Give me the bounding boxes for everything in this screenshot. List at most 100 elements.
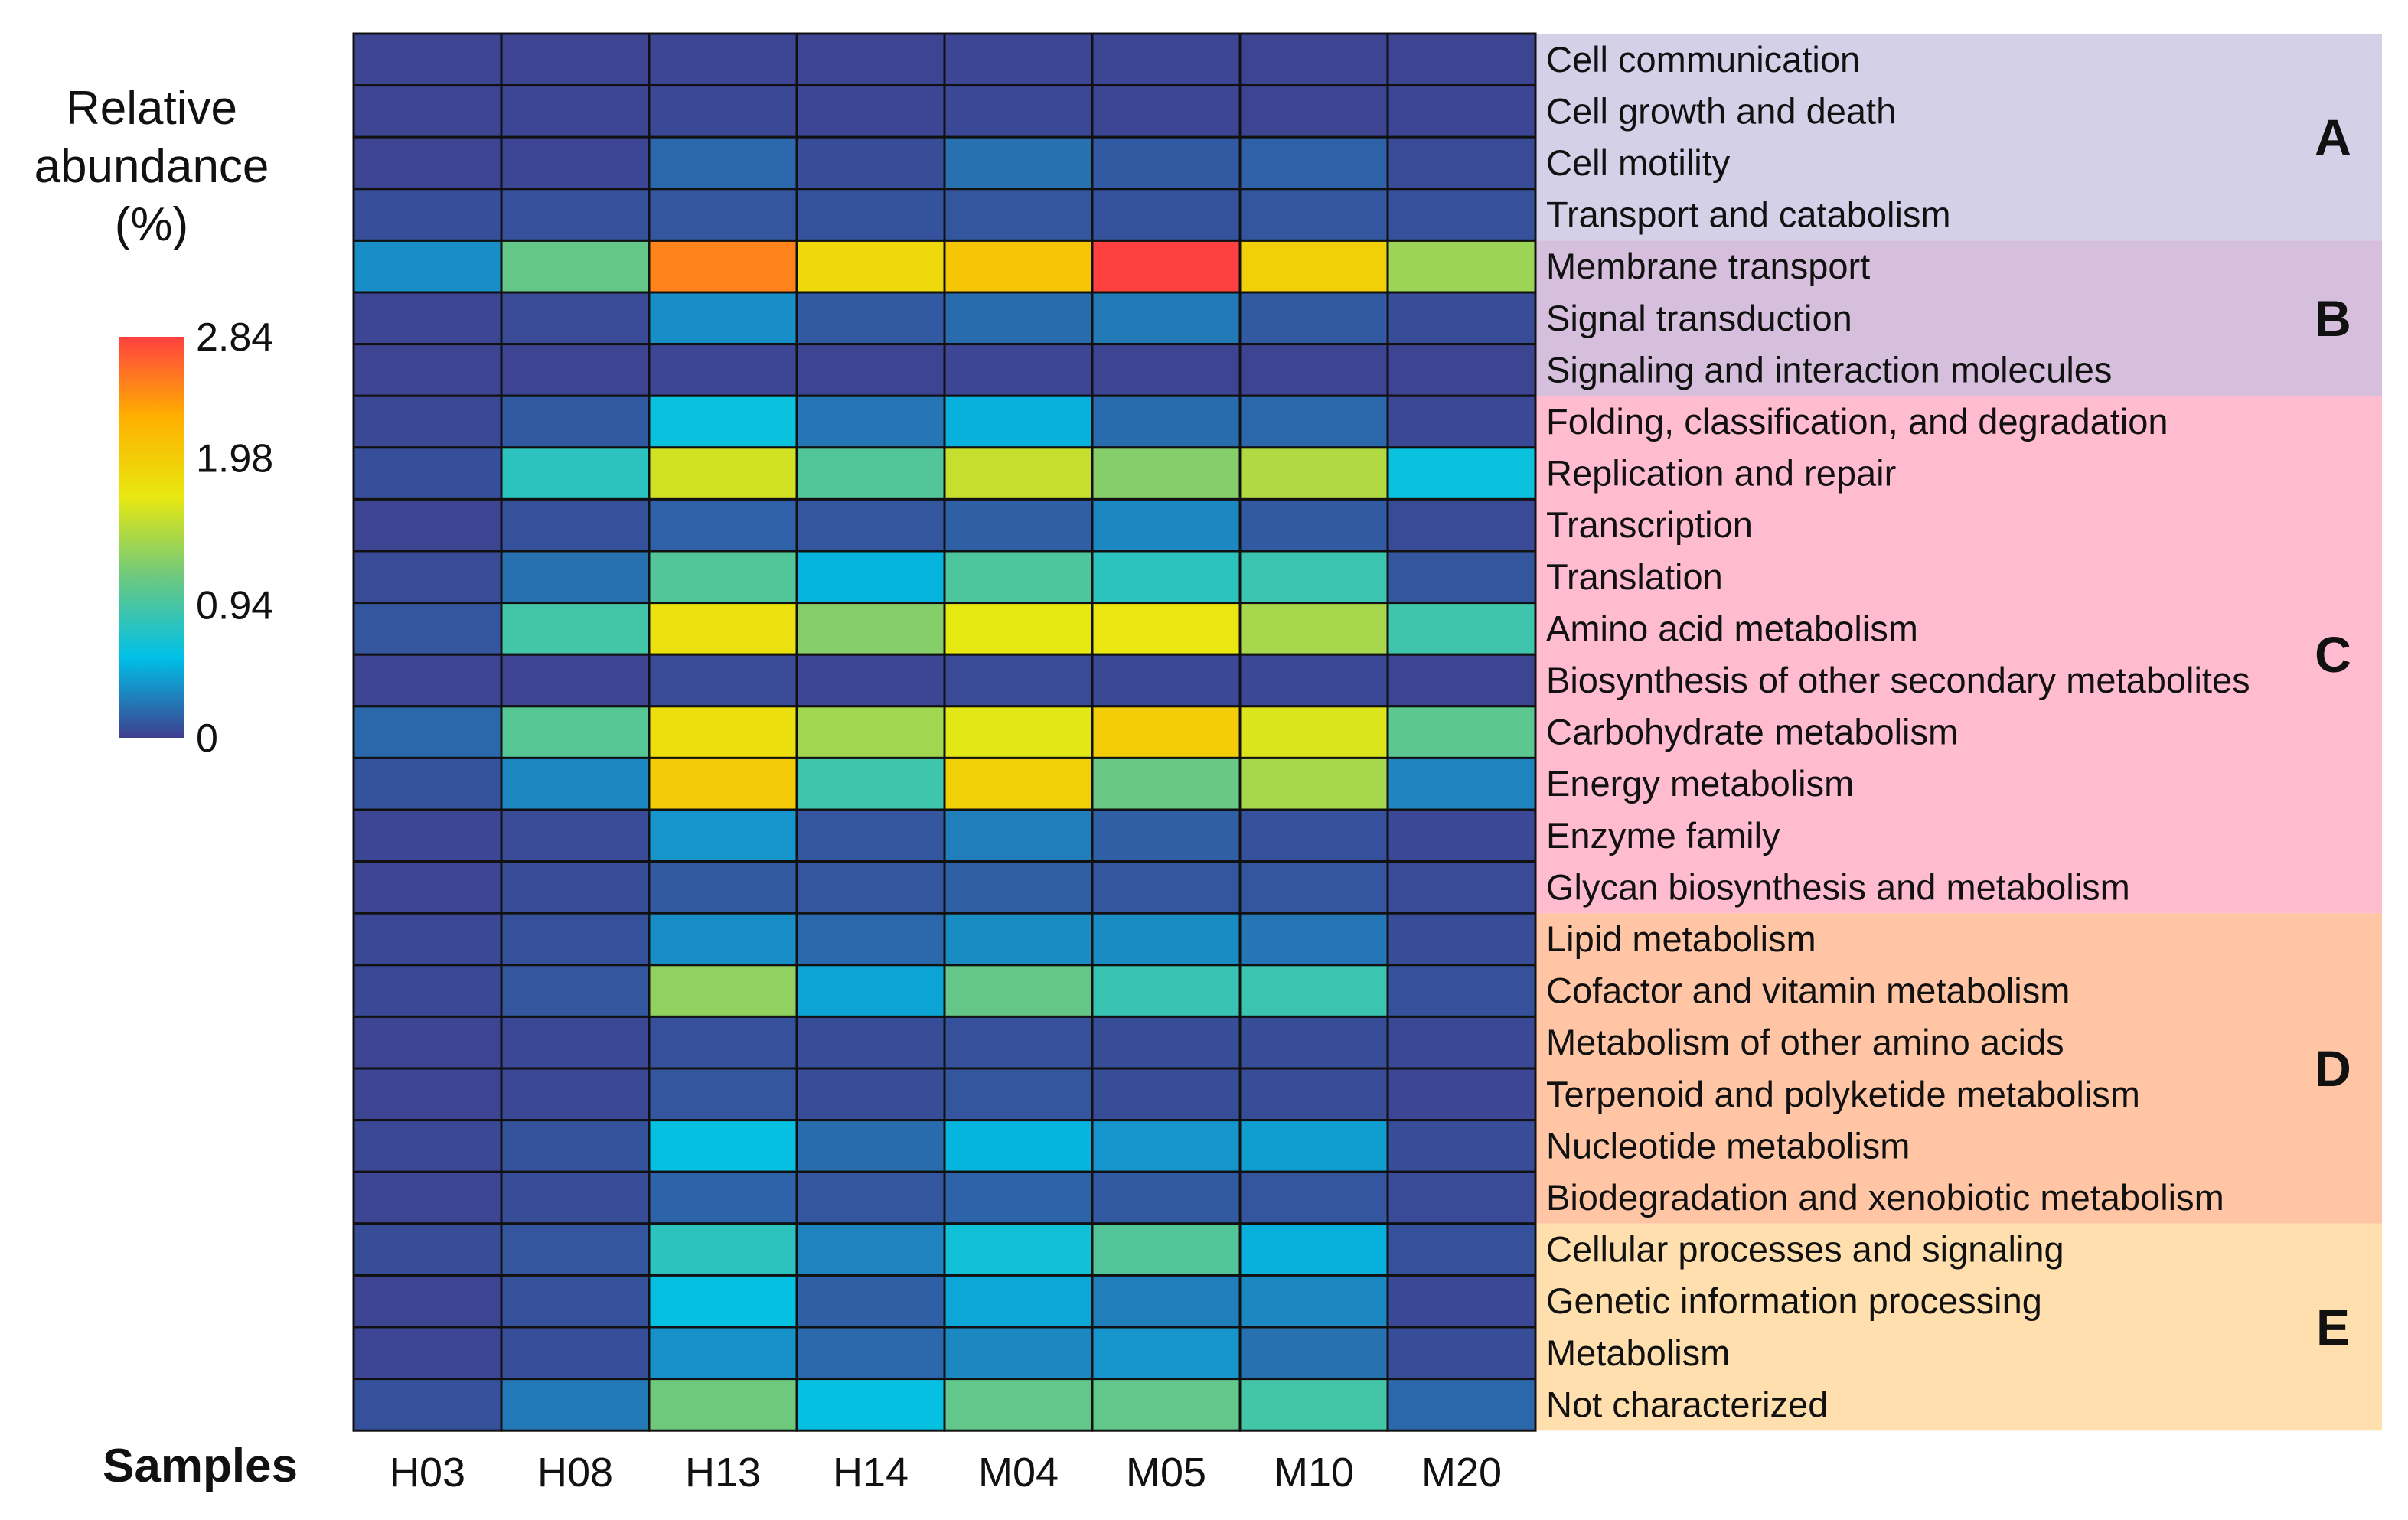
heatmap-cell [1091, 394, 1242, 449]
heatmap-cell [352, 550, 503, 605]
heatmap-cell [1238, 808, 1389, 863]
heatmap-cell [943, 1170, 1094, 1225]
heatmap-cell [648, 1015, 798, 1070]
heatmap-cell [1238, 239, 1389, 294]
heatmap-cell [500, 860, 651, 915]
heatmap-cell [1386, 1274, 1537, 1329]
colorbar-tick-label: 0 [196, 716, 218, 761]
heatmap-cell [500, 964, 651, 1018]
heatmap-cell [1386, 860, 1537, 915]
heatmap-cell [795, 497, 946, 553]
group-band-c [1535, 396, 2382, 914]
heatmap-cell [795, 1015, 946, 1070]
heatmap-cell [648, 1170, 798, 1225]
row-label: Replication and repair [1546, 453, 1896, 494]
row-label: Cell growth and death [1546, 90, 1896, 131]
heatmap-cell [648, 1222, 798, 1277]
heatmap-cell [1091, 808, 1242, 863]
heatmap-cell [1238, 291, 1389, 346]
heatmap-cell [1091, 135, 1242, 191]
heatmap-cell [352, 343, 503, 397]
group-band-a [1535, 34, 2382, 241]
heatmap-cell [1238, 1222, 1389, 1277]
heatmap-cell [795, 135, 946, 191]
heatmap-cell [500, 188, 651, 242]
heatmap-cell [648, 756, 798, 811]
heatmap-cell [1238, 343, 1389, 397]
heatmap-cell [352, 394, 503, 449]
heatmap-cell [500, 1067, 651, 1122]
heatmap-cell [795, 239, 946, 294]
heatmap-cell [795, 446, 946, 501]
heatmap-cell [1386, 135, 1537, 191]
heatmap-cell [500, 756, 651, 811]
row-label: Genetic information processing [1546, 1280, 2042, 1321]
heatmap-cells [352, 32, 1537, 1432]
heatmap-cell [352, 705, 503, 759]
group-band-e [1535, 1223, 2382, 1431]
heatmap-cell [1238, 964, 1389, 1018]
heatmap-cell [500, 446, 651, 501]
heatmap-cell [943, 291, 1094, 346]
heatmap-cell [795, 343, 946, 397]
heatmap-cell [648, 912, 798, 967]
heatmap-cell [943, 343, 1094, 397]
colorbar-ticks: 2.84 1.98 0.94 0 [196, 315, 273, 761]
heatmap-cell [1386, 239, 1537, 294]
heatmap-cell [1238, 705, 1389, 759]
row-label: Membrane transport [1546, 246, 1870, 286]
row-label: Terpenoid and polyketide metabolism [1546, 1074, 2140, 1114]
heatmap-cell [1386, 602, 1537, 656]
row-label: Cell motility [1546, 142, 1731, 183]
heatmap-cell [352, 756, 503, 811]
row-label: Signaling and interaction molecules [1546, 349, 2112, 390]
heatmap-cell [943, 705, 1094, 759]
heatmap-cell [795, 84, 946, 139]
heatmap-cell [1238, 32, 1389, 87]
row-label: Cellular processes and signaling [1546, 1229, 2064, 1270]
colorbar-tick-label: 0.94 [196, 584, 273, 628]
row-label: Biodegradation and xenobiotic metabolism [1546, 1177, 2224, 1218]
group-letter-c: C [2315, 626, 2351, 683]
heatmap-cell [1238, 1378, 1389, 1432]
heatmap-cell [943, 188, 1094, 242]
heatmap-cell [352, 1119, 503, 1173]
heatmap-cell [1091, 1222, 1242, 1277]
heatmap-cell [795, 291, 946, 346]
row-label: Lipid metabolism [1546, 918, 1816, 959]
row-label: Biosynthesis of other secondary metaboli… [1546, 660, 2250, 700]
heatmap-cell [795, 1222, 946, 1277]
heatmap-cell [1238, 653, 1389, 708]
heatmap-cell [1386, 1170, 1537, 1225]
heatmap-cell [648, 1119, 798, 1173]
heatmap-cell [795, 394, 946, 449]
heatmap-cell [648, 343, 798, 397]
heatmap-cell [943, 1274, 1094, 1329]
heatmap-cell [1238, 860, 1389, 915]
heatmap-cell [352, 291, 503, 346]
heatmap-cell [1091, 497, 1242, 553]
heatmap-cell [1091, 756, 1242, 811]
heatmap-cell [1091, 1015, 1242, 1070]
column-label: H13 [685, 1450, 761, 1496]
heatmap-cell [648, 84, 798, 139]
heatmap-cell [943, 756, 1094, 811]
heatmap-cell [648, 1274, 798, 1329]
heatmap-cell [500, 1378, 651, 1432]
heatmap-cell [648, 446, 798, 501]
heatmap-cell [1091, 1274, 1242, 1329]
heatmap-cell [1091, 1119, 1242, 1173]
heatmap-cell [352, 808, 503, 863]
heatmap-cell [500, 343, 651, 397]
heatmap-cell [1386, 394, 1537, 449]
heatmap-cell [1386, 343, 1537, 397]
column-label: M20 [1421, 1450, 1502, 1496]
heatmap-cell [1386, 188, 1537, 242]
heatmap-cell [1091, 653, 1242, 708]
heatmap-cell [795, 860, 946, 915]
heatmap-cell [795, 756, 946, 811]
row-label: Signal transduction [1546, 298, 1852, 338]
heatmap-cell [795, 1170, 946, 1225]
group-letter-d: D [2315, 1040, 2351, 1097]
